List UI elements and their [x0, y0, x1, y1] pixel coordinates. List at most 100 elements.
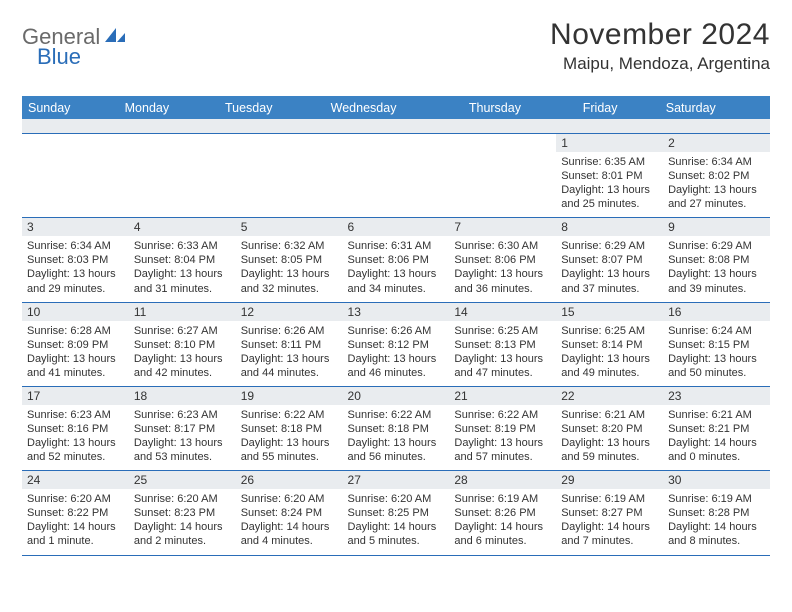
day-header-row: Sunday Monday Tuesday Wednesday Thursday… — [22, 96, 770, 119]
sunrise-text: Sunrise: 6:29 AM — [561, 239, 658, 253]
calendar-table: Sunday Monday Tuesday Wednesday Thursday… — [22, 96, 770, 133]
day-cell: 4Sunrise: 6:33 AMSunset: 8:04 PMDaylight… — [129, 218, 236, 302]
dayname-sat: Saturday — [660, 96, 770, 119]
title-block: November 2024 Maipu, Mendoza, Argentina — [550, 18, 770, 74]
day-data: Sunrise: 6:23 AMSunset: 8:17 PMDaylight:… — [129, 405, 236, 470]
day-number: 15 — [556, 303, 663, 321]
daylight-text: Daylight: 13 hours and 57 minutes. — [454, 436, 551, 464]
day-cell: 15Sunrise: 6:25 AMSunset: 8:14 PMDayligh… — [556, 302, 663, 386]
daylight-text: Daylight: 13 hours and 56 minutes. — [348, 436, 445, 464]
daylight-text: Daylight: 13 hours and 52 minutes. — [27, 436, 124, 464]
sunrise-text: Sunrise: 6:22 AM — [241, 408, 338, 422]
week-row: 17Sunrise: 6:23 AMSunset: 8:16 PMDayligh… — [22, 386, 770, 470]
day-number: 25 — [129, 471, 236, 489]
sunset-text: Sunset: 8:10 PM — [134, 338, 231, 352]
day-cell: 21Sunrise: 6:22 AMSunset: 8:19 PMDayligh… — [449, 386, 556, 470]
sunset-text: Sunset: 8:28 PM — [668, 506, 765, 520]
sunset-text: Sunset: 8:27 PM — [561, 506, 658, 520]
day-cell — [343, 134, 450, 218]
week-row: 3Sunrise: 6:34 AMSunset: 8:03 PMDaylight… — [22, 218, 770, 302]
sunset-text: Sunset: 8:09 PM — [27, 338, 124, 352]
day-number: 18 — [129, 387, 236, 405]
day-cell: 24Sunrise: 6:20 AMSunset: 8:22 PMDayligh… — [22, 471, 129, 555]
location-text: Maipu, Mendoza, Argentina — [550, 54, 770, 74]
day-data — [129, 138, 236, 196]
day-cell: 18Sunrise: 6:23 AMSunset: 8:17 PMDayligh… — [129, 386, 236, 470]
day-data: Sunrise: 6:19 AMSunset: 8:26 PMDaylight:… — [449, 489, 556, 554]
sunrise-text: Sunrise: 6:30 AM — [454, 239, 551, 253]
day-number: 14 — [449, 303, 556, 321]
daylight-text: Daylight: 13 hours and 50 minutes. — [668, 352, 765, 380]
day-cell: 28Sunrise: 6:19 AMSunset: 8:26 PMDayligh… — [449, 471, 556, 555]
day-cell: 1Sunrise: 6:35 AMSunset: 8:01 PMDaylight… — [556, 134, 663, 218]
sunset-text: Sunset: 8:15 PM — [668, 338, 765, 352]
day-data: Sunrise: 6:20 AMSunset: 8:24 PMDaylight:… — [236, 489, 343, 554]
day-data: Sunrise: 6:26 AMSunset: 8:11 PMDaylight:… — [236, 321, 343, 386]
day-cell: 7Sunrise: 6:30 AMSunset: 8:06 PMDaylight… — [449, 218, 556, 302]
day-number: 12 — [236, 303, 343, 321]
day-cell: 26Sunrise: 6:20 AMSunset: 8:24 PMDayligh… — [236, 471, 343, 555]
day-data: Sunrise: 6:29 AMSunset: 8:07 PMDaylight:… — [556, 236, 663, 301]
day-data: Sunrise: 6:33 AMSunset: 8:04 PMDaylight:… — [129, 236, 236, 301]
day-cell: 10 Sunrise: 6:28 AMSunset: 8:09 PMDayligh… — [22, 302, 129, 386]
weeks-table: 1Sunrise: 6:35 AMSunset: 8:01 PMDaylight… — [22, 133, 770, 555]
daylight-text: Daylight: 13 hours and 39 minutes. — [668, 267, 765, 295]
sunset-text: Sunset: 8:20 PM — [561, 422, 658, 436]
sunrise-text: Sunrise: 6:25 AM — [454, 324, 551, 338]
sunrise-text: Sunrise: 6:24 AM — [668, 324, 765, 338]
sunrise-text: Sunrise: 6:32 AM — [241, 239, 338, 253]
day-cell: 11Sunrise: 6:27 AMSunset: 8:10 PMDayligh… — [129, 302, 236, 386]
day-number: 4 — [129, 218, 236, 236]
sunrise-text: Sunrise: 6:23 AM — [134, 408, 231, 422]
day-number: 26 — [236, 471, 343, 489]
dayname-fri: Friday — [577, 96, 660, 119]
week-row: 24Sunrise: 6:20 AMSunset: 8:22 PMDayligh… — [22, 471, 770, 555]
daylight-text: Daylight: 13 hours and 59 minutes. — [561, 436, 658, 464]
sunrise-text: Sunrise: 6:28 AM — [27, 324, 124, 338]
day-number: 10 — [22, 303, 129, 321]
sunrise-text: Sunrise: 6:33 AM — [134, 239, 231, 253]
day-number: 22 — [556, 387, 663, 405]
day-data: Sunrise: 6:21 AMSunset: 8:20 PMDaylight:… — [556, 405, 663, 470]
day-cell: 25Sunrise: 6:20 AMSunset: 8:23 PMDayligh… — [129, 471, 236, 555]
day-number: 9 — [663, 218, 770, 236]
day-number: 13 — [343, 303, 450, 321]
daylight-text: Daylight: 13 hours and 55 minutes. — [241, 436, 338, 464]
day-data: Sunrise: 6:35 AMSunset: 8:01 PMDaylight:… — [556, 152, 663, 217]
daylight-text: Daylight: 14 hours and 8 minutes. — [668, 520, 765, 548]
month-title: November 2024 — [550, 18, 770, 52]
sunset-text: Sunset: 8:05 PM — [241, 253, 338, 267]
day-number: 28 — [449, 471, 556, 489]
day-number: 6 — [343, 218, 450, 236]
day-number: 17 — [22, 387, 129, 405]
day-data: Sunrise: 6:20 AMSunset: 8:23 PMDaylight:… — [129, 489, 236, 554]
day-cell: 16 Sunrise: 6:24 AMSunset: 8:15 PMDayligh… — [663, 302, 770, 386]
daylight-text: Daylight: 13 hours and 49 minutes. — [561, 352, 658, 380]
day-cell: 29Sunrise: 6:19 AMSunset: 8:27 PMDayligh… — [556, 471, 663, 555]
dayname-sun: Sunday — [22, 96, 119, 119]
day-cell: 8Sunrise: 6:29 AMSunset: 8:07 PMDaylight… — [556, 218, 663, 302]
daylight-text: Daylight: 13 hours and 36 minutes. — [454, 267, 551, 295]
day-number: 21 — [449, 387, 556, 405]
day-cell: 12Sunrise: 6:26 AMSunset: 8:11 PMDayligh… — [236, 302, 343, 386]
day-number: 23 — [663, 387, 770, 405]
sunset-text: Sunset: 8:21 PM — [668, 422, 765, 436]
day-number: 8 — [556, 218, 663, 236]
sunset-text: Sunset: 8:11 PM — [241, 338, 338, 352]
daylight-text: Daylight: 13 hours and 32 minutes. — [241, 267, 338, 295]
daylight-text: Daylight: 14 hours and 6 minutes. — [454, 520, 551, 548]
day-cell: 19Sunrise: 6:22 AMSunset: 8:18 PMDayligh… — [236, 386, 343, 470]
sunrise-text: Sunrise: 6:20 AM — [348, 492, 445, 506]
sunrise-text: Sunrise: 6:20 AM — [27, 492, 124, 506]
sunrise-text: Sunrise: 6:31 AM — [348, 239, 445, 253]
daylight-text: Daylight: 13 hours and 27 minutes. — [668, 183, 765, 211]
daylight-text: Daylight: 13 hours and 41 minutes. — [27, 352, 124, 380]
day-number: 7 — [449, 218, 556, 236]
day-data: Sunrise: 6:25 AMSunset: 8:14 PMDaylight:… — [556, 321, 663, 386]
daylight-text: Daylight: 13 hours and 34 minutes. — [348, 267, 445, 295]
day-number: 16 — [663, 303, 770, 321]
sunset-text: Sunset: 8:06 PM — [348, 253, 445, 267]
day-number: 27 — [343, 471, 450, 489]
daylight-text: Daylight: 13 hours and 44 minutes. — [241, 352, 338, 380]
sunrise-text: Sunrise: 6:21 AM — [561, 408, 658, 422]
